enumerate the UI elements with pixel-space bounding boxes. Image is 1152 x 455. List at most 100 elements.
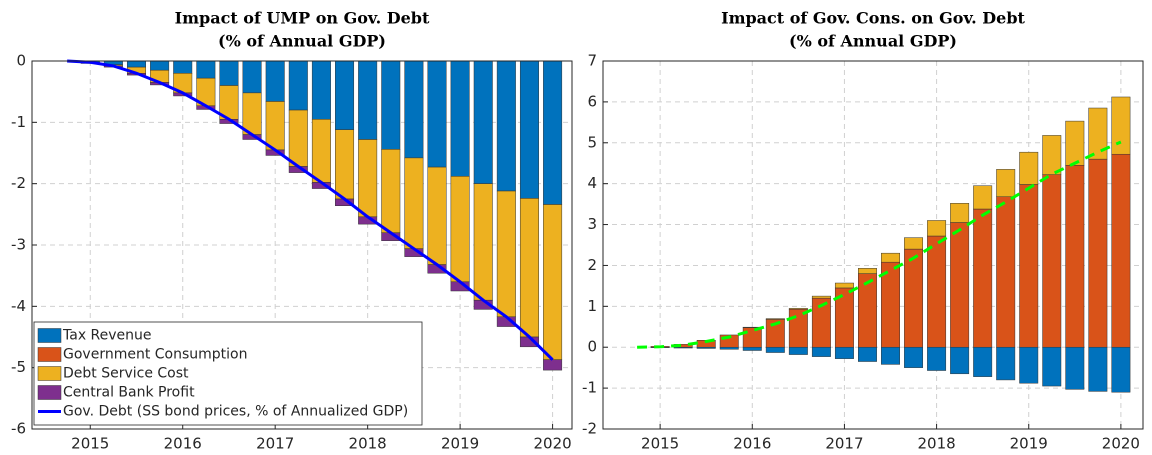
bar	[834, 346, 854, 359]
bar	[1042, 346, 1062, 387]
bar	[311, 60, 331, 120]
bar	[996, 346, 1016, 381]
bar	[404, 60, 424, 159]
bar	[519, 60, 539, 199]
bar	[196, 60, 216, 79]
bar	[858, 268, 877, 274]
legend-swatch	[37, 347, 62, 362]
bar	[1088, 107, 1108, 160]
bar	[765, 318, 785, 320]
bar	[1111, 153, 1131, 348]
panel: Impact of Gov. Cons. on Gov. Debt (% of A…	[582, 9, 1144, 453]
bar	[265, 101, 285, 151]
bar	[543, 60, 563, 205]
bar	[858, 273, 877, 348]
legend-swatch	[37, 328, 62, 343]
y-tick-label: 1	[587, 297, 597, 315]
legend-label: Gov. Debt (SS bond prices, % of Annualiz…	[63, 404, 408, 420]
chart-title: Impact of Gov. Cons. on Gov. Debt	[721, 9, 1025, 28]
x-tick-label: 2020	[1102, 435, 1140, 453]
bar	[381, 149, 401, 233]
bar	[1065, 346, 1085, 390]
x-tick-label: 2016	[733, 435, 771, 453]
y-tick-label: -2	[11, 174, 26, 192]
bar	[742, 327, 762, 348]
y-tick-label: 5	[587, 133, 597, 151]
bar	[996, 169, 1016, 198]
bar	[1019, 151, 1039, 185]
bar	[1088, 158, 1108, 348]
bar	[1065, 120, 1085, 166]
x-tick-label: 2015	[641, 435, 679, 453]
bar	[765, 346, 785, 353]
bar	[219, 60, 239, 86]
bar	[288, 60, 308, 111]
y-tick-label: 6	[587, 92, 597, 110]
bar	[973, 346, 993, 377]
x-tick-label: 2018	[349, 435, 387, 453]
panel: Impact of UMP on Gov. Debt (% of Annual G…	[11, 9, 573, 453]
legend-label: Tax Revenue	[62, 328, 152, 344]
bar	[404, 157, 424, 249]
plot-frame	[31, 60, 573, 430]
x-tick-label: 2020	[533, 435, 571, 453]
bar	[904, 346, 924, 368]
bar	[719, 346, 739, 350]
bar	[242, 60, 262, 94]
bar	[496, 190, 516, 318]
x-tick-label: 2019	[1010, 435, 1048, 453]
x-tick-label: 2016	[164, 435, 202, 453]
y-tick-label: -2	[582, 420, 597, 438]
bar	[973, 185, 993, 210]
bar	[950, 346, 970, 375]
bar	[427, 166, 447, 265]
bar	[427, 60, 447, 168]
bar	[543, 359, 563, 371]
bar	[242, 92, 262, 135]
legend-label: Central Bank Profit	[63, 385, 195, 401]
bar	[811, 346, 831, 357]
y-tick-label: 3	[587, 215, 597, 233]
bar	[996, 196, 1016, 348]
bar	[950, 222, 970, 348]
x-tick-label: 2017	[825, 435, 863, 453]
bar	[473, 183, 493, 301]
x-tick-label: 2015	[71, 435, 109, 453]
legend-label: Debt Service Cost	[63, 366, 189, 382]
bar	[1111, 96, 1131, 155]
legend-box	[33, 321, 423, 426]
bar	[927, 220, 947, 237]
bar	[358, 60, 378, 140]
bar	[881, 252, 900, 263]
bar	[811, 295, 831, 299]
bar	[450, 176, 470, 283]
bar	[950, 203, 970, 223]
bar	[1042, 135, 1062, 175]
bar	[1042, 174, 1062, 348]
bar	[265, 60, 285, 102]
bar	[335, 129, 355, 200]
y-tick-label: -1	[582, 379, 597, 397]
bar	[904, 248, 924, 348]
bar	[788, 308, 808, 348]
bar	[1019, 184, 1039, 348]
bar	[834, 282, 854, 289]
bar	[381, 60, 401, 150]
legend-swatch	[37, 385, 62, 400]
y-tick-label: -1	[11, 113, 26, 131]
bar	[173, 60, 193, 74]
chart-subtitle: (% of Annual GDP)	[218, 32, 386, 51]
bar	[311, 119, 331, 183]
chart-title: Impact of UMP on Gov. Debt	[175, 9, 430, 28]
bar	[1088, 346, 1108, 392]
bar	[881, 346, 900, 365]
y-tick-label: -3	[11, 236, 26, 254]
bar	[496, 60, 516, 192]
bar	[973, 208, 993, 348]
bar	[543, 204, 563, 360]
bar	[1111, 346, 1131, 393]
x-tick-label: 2018	[917, 435, 955, 453]
bar	[450, 60, 470, 177]
bar	[126, 60, 146, 68]
